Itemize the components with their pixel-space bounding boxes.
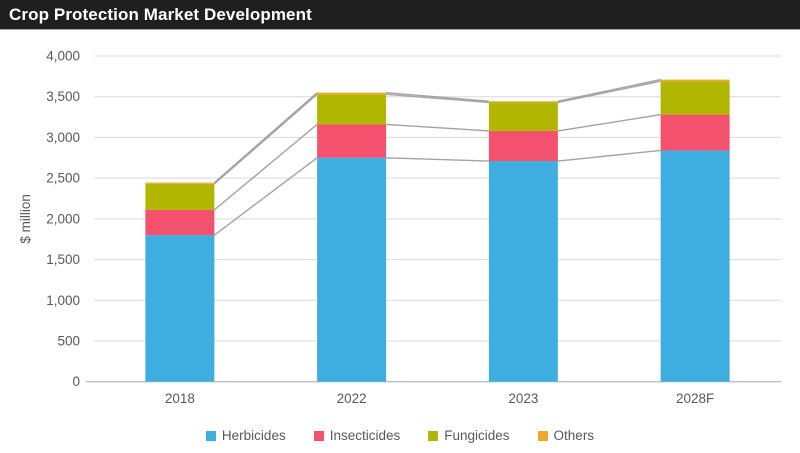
y-tick-label: 500 (57, 333, 80, 348)
legend-item-insecticides: Insecticides (313, 428, 401, 443)
series-line-fungicides (213, 93, 318, 185)
bar-segment-insecticides-2023 (488, 130, 558, 162)
series-line-herbicides (557, 149, 661, 162)
x-axis-label: 2028F (676, 391, 714, 406)
series-line-insecticides (213, 123, 318, 211)
bar-segment-others-2023 (488, 101, 558, 103)
y-tick-label: 2,500 (46, 171, 80, 186)
bar-segment-fungicides-2018 (145, 183, 215, 210)
legend-item-herbicides: Herbicides (205, 428, 286, 443)
series-line-herbicides (386, 157, 489, 162)
y-tick-label: 2,000 (46, 211, 80, 226)
y-tick-label: 3,500 (46, 89, 80, 104)
y-tick-label: 3,000 (46, 130, 80, 145)
series-line-insecticides (557, 113, 661, 132)
legend-swatch-others (537, 430, 548, 441)
y-tick-label: 1,500 (46, 252, 80, 267)
chart-title: Crop Protection Market Development (9, 5, 312, 24)
bar-segment-others-2018 (145, 182, 215, 184)
bar-segment-others-2028f (660, 79, 730, 82)
series-line-others (213, 92, 318, 184)
bar-segment-insecticides-2028f (660, 114, 730, 151)
chart-legend: Herbicides Insecticides Fungicides Others (0, 428, 800, 443)
legend-swatch-insecticides (313, 430, 324, 441)
y-tick-label: 0 (72, 374, 80, 389)
series-line-herbicides (213, 157, 318, 236)
x-axis-label: 2023 (508, 391, 538, 406)
bar-segment-herbicides-2023 (488, 161, 558, 382)
series-line-insecticides (386, 123, 489, 132)
x-axis-label: 2022 (337, 391, 367, 406)
series-line-others (386, 91, 489, 102)
y-tick-label: 4,000 (46, 49, 80, 64)
chart-title-bar: Crop Protection Market Development (0, 0, 800, 30)
bar-segment-fungicides-2028f (660, 81, 730, 115)
series-line-fungicides (557, 80, 661, 104)
bar-segment-fungicides-2023 (488, 102, 558, 131)
bar-segment-insecticides-2022 (317, 124, 387, 158)
bar-segment-herbicides-2022 (317, 157, 387, 382)
bar-segment-herbicides-2018 (145, 235, 215, 382)
legend-swatch-herbicides (205, 430, 216, 441)
legend-swatch-fungicides (428, 430, 439, 441)
bar-segment-herbicides-2028f (660, 150, 730, 382)
stacked-bar-chart: 0 500 1,000 1,500 2,000 2,500 3,000 3,500 4,000 $… (18, 49, 781, 406)
legend-item-others: Others (537, 428, 595, 443)
legend-label-insecticides: Insecticides (329, 428, 401, 443)
series-line-fungicides (386, 93, 489, 104)
bar-segment-fungicides-2022 (317, 94, 387, 125)
y-tick-label: 1,000 (46, 293, 80, 308)
y-axis-title: $ million (18, 194, 33, 244)
legend-label-others: Others (553, 428, 595, 443)
bar-segment-others-2022 (317, 92, 387, 95)
series-line-others (557, 78, 661, 102)
legend-label-herbicides: Herbicides (221, 428, 286, 443)
legend-item-fungicides: Fungicides (428, 428, 510, 443)
x-axis-label: 2018 (165, 391, 195, 406)
bar-segment-insecticides-2018 (145, 209, 215, 236)
legend-label-fungicides: Fungicides (444, 428, 510, 443)
